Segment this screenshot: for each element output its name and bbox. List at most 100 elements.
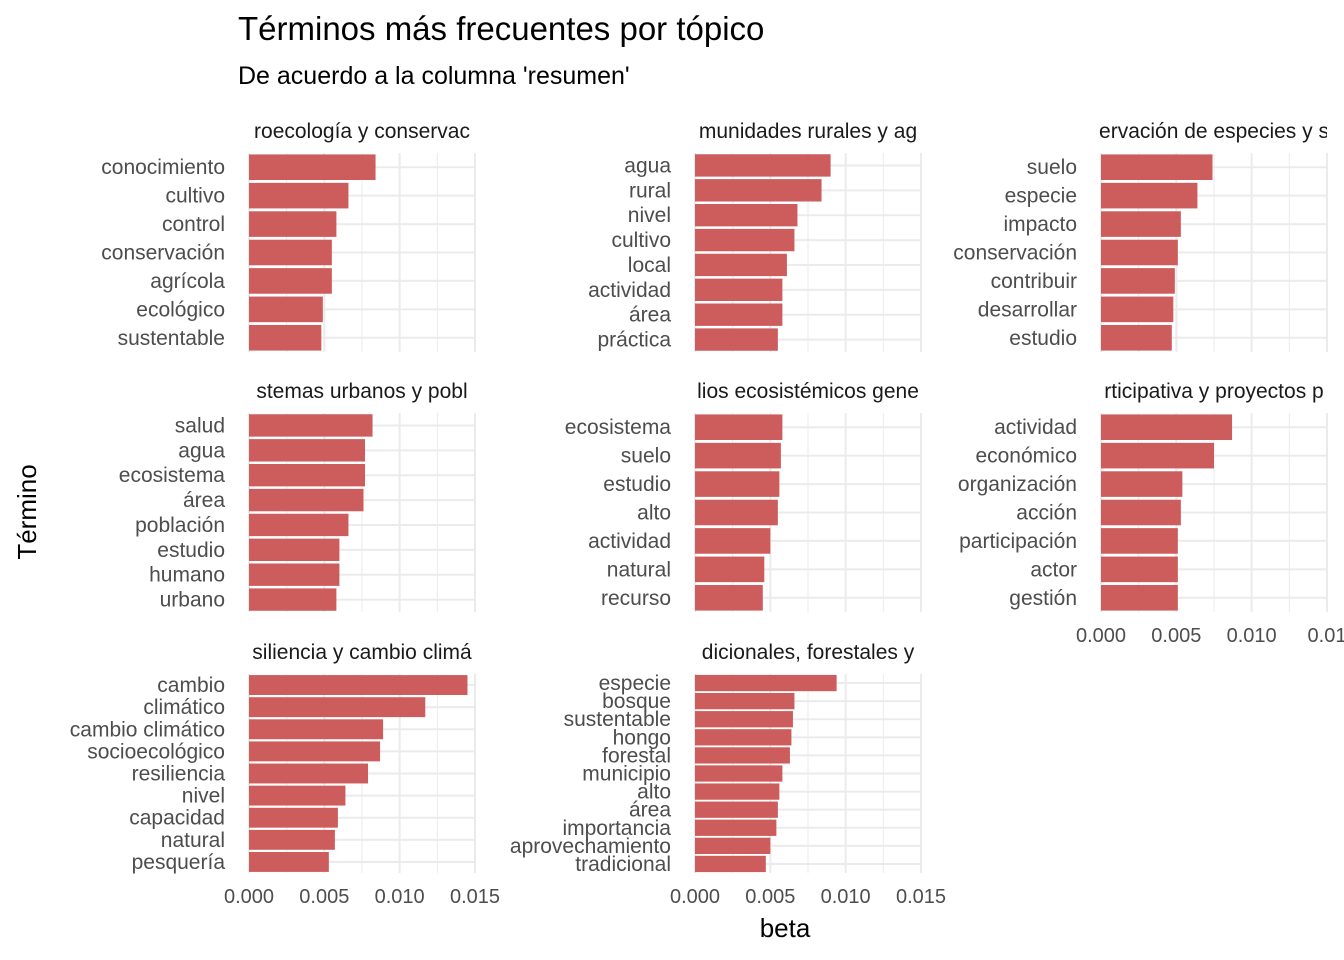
bar xyxy=(249,513,349,537)
bar xyxy=(249,439,366,462)
y-tick-label: práctica xyxy=(597,329,671,352)
y-tick-label: agrícola xyxy=(150,270,225,293)
y-tick-label: suelo xyxy=(621,445,671,468)
y-tick-label: agua xyxy=(178,439,225,462)
facet-strip-label: rticipativa y proyectos p xyxy=(1104,380,1323,403)
bar xyxy=(695,228,795,252)
y-tick-label: área xyxy=(183,489,225,512)
bar xyxy=(249,296,323,323)
y-tick-label: salud xyxy=(175,414,225,437)
facet-strip-label: dicionales, forestales y xyxy=(702,641,915,664)
y-tick-label: económico xyxy=(975,445,1077,468)
y-tick-label: especie xyxy=(599,672,671,695)
y-tick-label: aprovechamiento xyxy=(510,835,671,858)
y-tick-label: organización xyxy=(958,473,1077,496)
y-tick-label: actividad xyxy=(994,416,1077,439)
bar xyxy=(695,729,792,746)
y-tick-label: municipio xyxy=(582,763,671,786)
y-tick-label: suelo xyxy=(1027,156,1077,179)
y-tick-label: acción xyxy=(1016,502,1077,525)
y-tick-label: área xyxy=(629,799,671,822)
y-tick-label: ecológico xyxy=(136,298,225,321)
bar xyxy=(249,697,426,718)
y-tick-label: control xyxy=(162,213,225,236)
y-tick-label: agua xyxy=(624,154,671,177)
bar xyxy=(249,719,384,740)
y-tick-label: actividad xyxy=(588,530,671,553)
y-tick-label: participación xyxy=(959,530,1077,553)
bar xyxy=(249,588,337,611)
bar xyxy=(1101,296,1174,323)
facet-panel: lios ecosistémicos gene ecosistema suelo es… xyxy=(565,380,922,612)
x-tick-label: 0.015 xyxy=(450,886,500,908)
y-tick-label: desarrollar xyxy=(978,298,1077,321)
y-tick-label: estudio xyxy=(603,473,671,496)
bar xyxy=(695,556,765,583)
bar xyxy=(249,182,349,209)
bar xyxy=(695,154,831,177)
y-tick-label: humano xyxy=(149,564,225,587)
bar xyxy=(695,442,781,469)
y-tick-label: tradicional xyxy=(575,853,671,876)
bar xyxy=(1101,499,1181,526)
bar xyxy=(1101,182,1198,209)
y-tick-label: resiliencia xyxy=(132,763,226,786)
x-tick-label: 0.01 xyxy=(1308,625,1344,647)
bar xyxy=(249,763,369,784)
x-tick-label: 0.000 xyxy=(670,886,720,908)
bar xyxy=(1101,324,1172,351)
y-tick-label: capacidad xyxy=(129,807,225,830)
bar xyxy=(249,239,332,266)
y-tick-label: socioecológico xyxy=(87,740,225,763)
bar xyxy=(695,203,798,227)
bar xyxy=(695,819,777,836)
y-tick-label: rural xyxy=(629,179,671,202)
y-tick-label: gestión xyxy=(1009,587,1077,610)
y-tick-label: local xyxy=(628,254,671,277)
bar xyxy=(695,711,793,728)
x-tick-label: 0.015 xyxy=(896,886,946,908)
bar xyxy=(1101,442,1214,469)
facet-panels: roecología y conservac conocimiento cultiv… xyxy=(70,120,1344,908)
bar xyxy=(249,268,332,294)
bar xyxy=(249,741,381,762)
y-tick-label: población xyxy=(135,514,225,537)
bar xyxy=(1101,211,1181,237)
facet-panel: ervación de especies y s suelo especie impa… xyxy=(953,120,1329,352)
y-tick-label: estudio xyxy=(1009,327,1077,350)
bar xyxy=(695,528,771,554)
bar xyxy=(249,324,322,351)
bar xyxy=(1101,154,1213,181)
bar xyxy=(695,278,783,302)
bar xyxy=(1101,471,1183,497)
facet-strip-label: stemas urbanos y pobl xyxy=(256,380,467,403)
x-tick-label: 0.000 xyxy=(1076,625,1126,647)
chart-subtitle: De acuerdo a la columna 'resumen' xyxy=(238,62,630,90)
y-tick-label: nivel xyxy=(628,204,671,227)
bar xyxy=(695,765,783,782)
x-tick-label: 0.005 xyxy=(1151,625,1201,647)
bar xyxy=(695,783,780,800)
y-tick-label: cultivo xyxy=(611,229,671,252)
y-tick-label: urbano xyxy=(160,589,225,612)
facet-strip-label: munidades rurales y ag xyxy=(699,120,917,143)
y-tick-label: nivel xyxy=(182,785,225,808)
facet-panel: siliencia y cambio climácambioclimáticoc… xyxy=(70,641,500,908)
y-tick-label: conservación xyxy=(953,242,1077,265)
bar xyxy=(249,675,468,696)
bar xyxy=(695,584,763,611)
facet-strip-label: ervación de especies y s xyxy=(1099,120,1329,143)
bar xyxy=(1101,414,1233,441)
bar xyxy=(1101,556,1178,583)
facet-panel: roecología y conservac conocimiento cultiv… xyxy=(101,120,476,352)
bar xyxy=(695,674,837,692)
y-tick-label: sustentable xyxy=(118,327,225,350)
y-tick-label: bosque xyxy=(602,690,671,713)
y-tick-label: contribuir xyxy=(991,270,1077,293)
bar xyxy=(695,499,778,526)
y-tick-label: actividad xyxy=(588,279,671,302)
y-tick-label: hongo xyxy=(613,726,671,749)
bar xyxy=(249,211,337,237)
y-tick-label: sustentable xyxy=(564,708,671,731)
